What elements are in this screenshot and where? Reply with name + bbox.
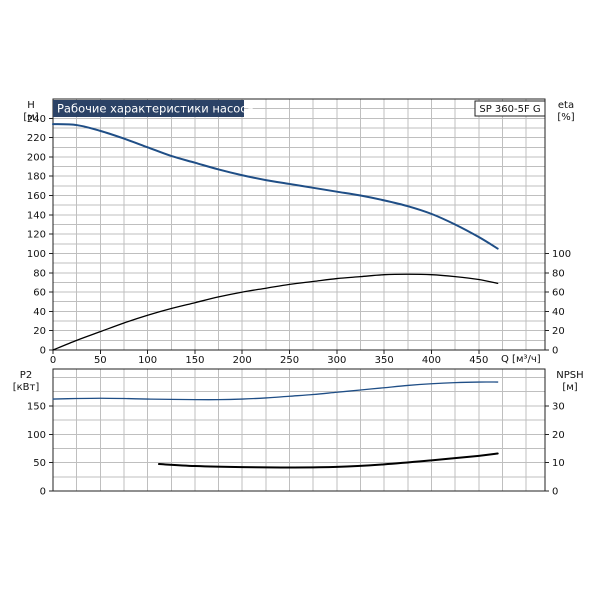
p2-axis-unit: [кВт] bbox=[13, 382, 40, 393]
npsh-tick-label: 0 bbox=[552, 487, 558, 498]
title-box: Рабочие характеристики насоса bbox=[53, 100, 254, 117]
p2-tick-label: 150 bbox=[27, 401, 46, 412]
h-tick-label: 220 bbox=[27, 133, 46, 144]
eta-tick-label: 0 bbox=[552, 346, 558, 357]
x-tick-label: 50 bbox=[94, 355, 107, 366]
x-tick-label: 150 bbox=[185, 355, 204, 366]
npsh-tick-label: 30 bbox=[552, 401, 565, 412]
pump-model: SP 360-5F G bbox=[479, 104, 540, 115]
eta-axis-unit: [%] bbox=[557, 112, 574, 123]
npsh-tick-label: 10 bbox=[552, 458, 565, 469]
x-tick-label: 450 bbox=[469, 355, 488, 366]
h-tick-label: 200 bbox=[27, 152, 46, 163]
eta-curve bbox=[52, 273, 499, 351]
h-tick-label: 80 bbox=[33, 268, 46, 279]
title-background bbox=[53, 100, 244, 117]
p2-tick-label: 0 bbox=[40, 487, 46, 498]
upper-plot-frame bbox=[52, 98, 546, 351]
npsh-axis-label: NPSH bbox=[556, 370, 583, 381]
eta-tick-label: 60 bbox=[552, 288, 565, 299]
axis-ticks: 0 50 100 150 200 250 300 350 400 4500204060801001… bbox=[27, 114, 571, 498]
h-tick-label: 180 bbox=[27, 172, 46, 183]
series-lines bbox=[52, 123, 499, 469]
x-tick-label: 250 bbox=[280, 355, 299, 366]
p2-tick-label: 50 bbox=[33, 458, 46, 469]
model-box-frame bbox=[474, 100, 546, 117]
h-axis-unit: [м] bbox=[23, 112, 38, 123]
model-box: SP 360-5F G bbox=[474, 100, 546, 117]
plot-frames bbox=[52, 98, 546, 492]
eta-tick-label: 100 bbox=[552, 249, 571, 260]
h-tick-label: 20 bbox=[33, 326, 46, 337]
eta-axis-label: eta bbox=[558, 100, 574, 111]
x-tick-label: 350 bbox=[375, 355, 394, 366]
h-tick-label: 100 bbox=[27, 249, 46, 260]
p2-tick-label: 100 bbox=[27, 430, 46, 441]
lower-plot-frame bbox=[52, 368, 546, 492]
h-curve bbox=[52, 123, 499, 250]
x-tick-label: 100 bbox=[138, 355, 157, 366]
npsh-axis-unit: [м] bbox=[562, 382, 577, 393]
p2-curve bbox=[52, 381, 499, 401]
chart-title: Рабочие характеристики насоса bbox=[57, 102, 254, 116]
h-tick-label: 140 bbox=[27, 210, 46, 221]
x-tick-label: 200 bbox=[233, 355, 252, 366]
h-axis-label: H bbox=[27, 100, 35, 111]
eta-tick-label: 20 bbox=[552, 326, 565, 337]
x-tick-label: 0 bbox=[50, 355, 56, 366]
h-tick-label: 60 bbox=[33, 288, 46, 299]
h-tick-label: 40 bbox=[33, 307, 46, 318]
eta-tick-label: 80 bbox=[552, 268, 565, 279]
npsh-curve bbox=[157, 452, 499, 469]
h-tick-label: 0 bbox=[40, 346, 46, 357]
grid bbox=[52, 98, 546, 492]
h-tick-label: 160 bbox=[27, 191, 46, 202]
x-tick-label: 300 bbox=[327, 355, 346, 366]
h-tick-label: 120 bbox=[27, 230, 46, 241]
p2-axis-label: P2 bbox=[20, 370, 32, 381]
x-tick-label: 400 bbox=[422, 355, 441, 366]
npsh-tick-label: 20 bbox=[552, 430, 565, 441]
h-tick-label: 240 bbox=[27, 114, 46, 125]
q-axis-label: Q [м³/ч] bbox=[501, 354, 541, 365]
eta-tick-label: 40 bbox=[552, 307, 565, 318]
